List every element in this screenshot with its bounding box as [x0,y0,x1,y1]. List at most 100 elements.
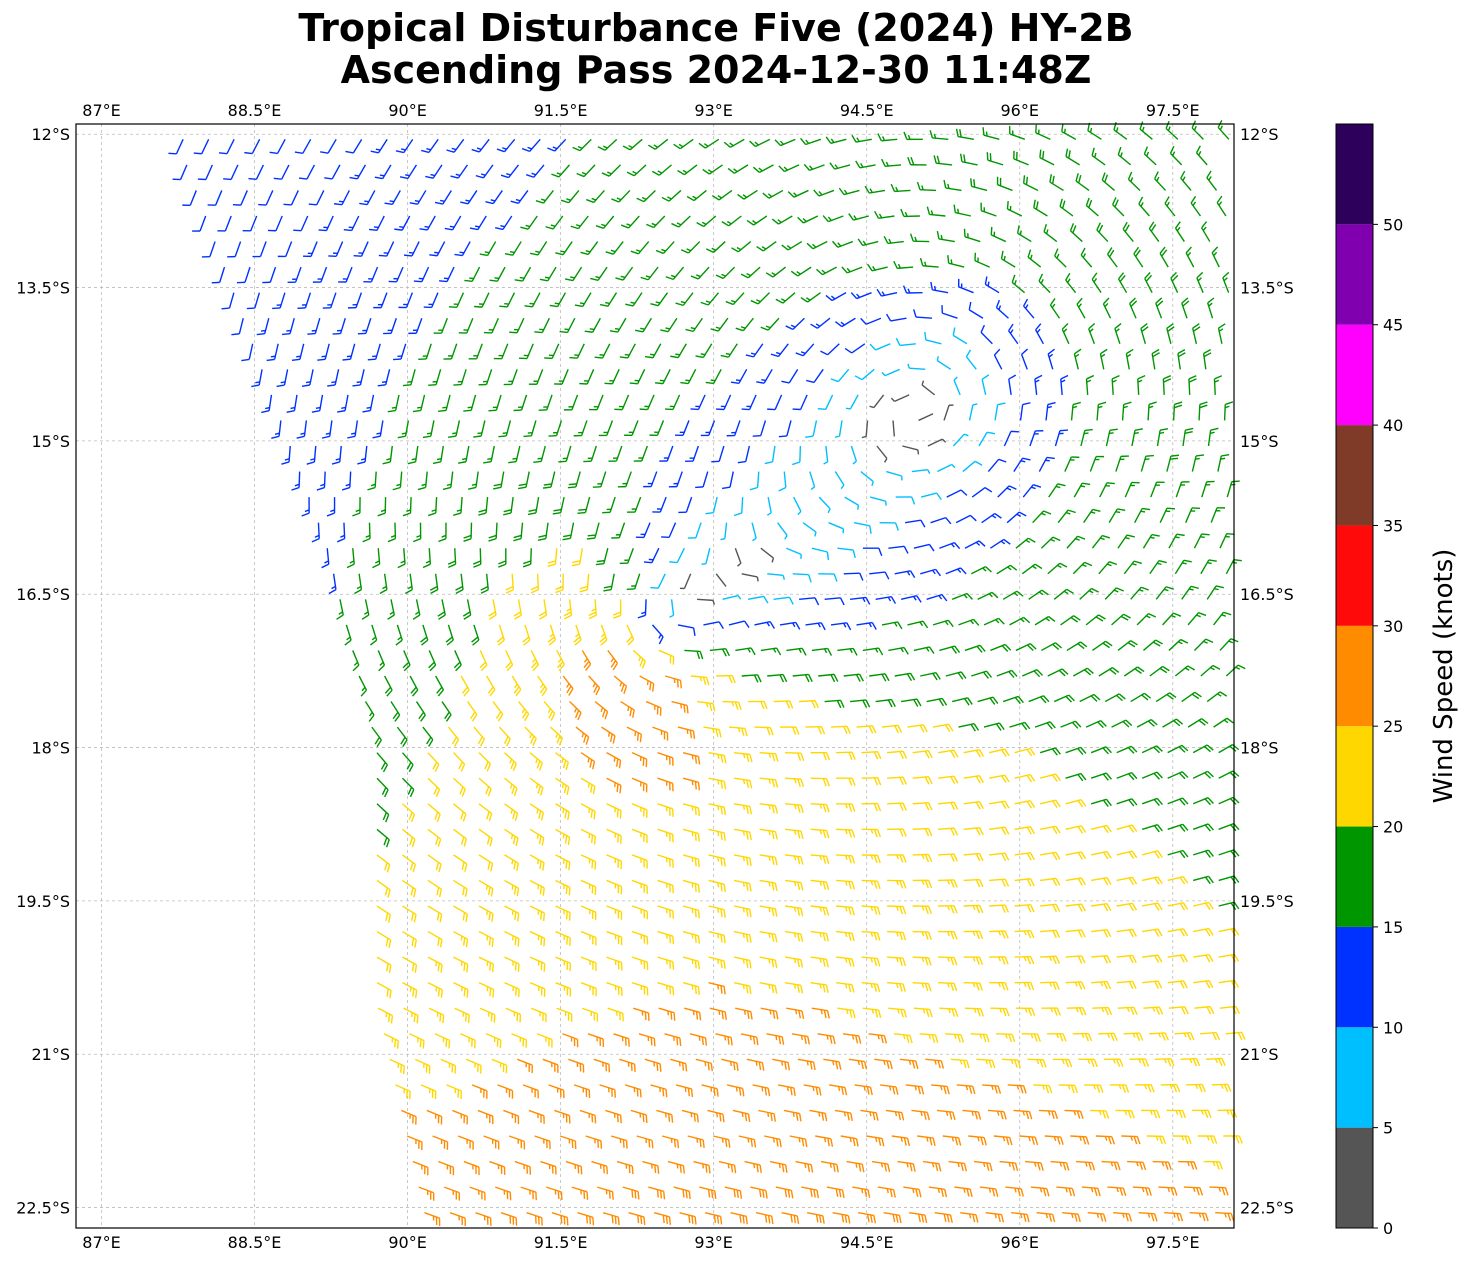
wind-barb [945,567,967,575]
wind-barb [529,879,545,896]
wind-barb [682,905,700,919]
wind-barb [1104,693,1126,703]
wind-barb [262,266,277,284]
wind-barb [1167,902,1189,911]
wind-barb [631,879,648,894]
wind-barb [956,1084,976,1095]
wind-barb [862,547,883,556]
wind-barb [1019,1135,1039,1146]
wind-barb [917,1135,936,1146]
wind-barb [443,1186,461,1201]
wind-barb [648,1186,666,1200]
wind-barb [709,1007,727,1021]
wind-barb [843,572,864,581]
wind-barb [1047,1033,1067,1042]
wind-barb [602,1211,620,1226]
wind-barb [766,1033,785,1045]
wind-barb [705,241,726,254]
wind-barb [610,1135,628,1149]
wind-barb [579,1109,597,1124]
wind-barb [1002,695,1024,705]
wind-barb [1064,1109,1084,1119]
wind-barb [562,522,575,541]
wind-barb [432,445,444,465]
wind-barb [1061,323,1070,345]
wind-barb [654,369,671,385]
wind-barb [1167,928,1189,937]
wind-barb [767,573,786,580]
wind-barb [1040,851,1061,861]
wind-barb [1040,929,1061,939]
wind-barb [791,1033,810,1045]
gridlines [76,124,1234,1228]
wind-barb [565,1160,583,1175]
wind-barb [650,573,666,589]
wind-barb [1061,123,1077,140]
wind-barb [990,1007,1010,1017]
wind-barb [881,158,902,167]
wind-barb [1076,1160,1096,1171]
wind-barb [841,266,863,274]
wind-barb [1192,323,1201,344]
wind-barb [558,445,572,463]
wind-barb [1189,1211,1209,1222]
lat-tick-label-left: 12°S [31,125,70,144]
wind-barb [327,369,340,387]
wind-barb [728,620,750,629]
wind-barb [580,241,599,256]
wind-barb [298,164,316,180]
wind-barb [1159,507,1176,523]
wind-barb [879,521,899,531]
wind-barb [337,394,349,413]
wind-barb [1065,825,1087,834]
wind-barb [1111,719,1133,728]
wind-barb [1048,483,1066,498]
wind-barb [844,343,866,354]
wind-barb [1104,587,1124,600]
wind-barb [1127,171,1141,191]
wind-barb [349,164,367,180]
wind-barb [919,1033,939,1043]
wind-barb [540,1160,557,1175]
wind-barb [1192,849,1214,858]
wind-barb [682,930,700,944]
wind-barb [811,1007,830,1019]
wind-barb [583,445,597,463]
lat-tick-label-left: 18°S [31,739,70,758]
wind-barb [1116,876,1138,886]
wind-barb [466,701,478,722]
wind-barb [785,317,805,330]
wind-barb [983,722,1005,731]
wind-barb [631,777,648,793]
wind-barb [577,1211,595,1226]
wind-barb [453,803,467,822]
wind-barb [396,726,408,748]
wind-barb [854,1084,873,1096]
wind-barb [500,164,520,179]
wind-barb [792,573,812,583]
wind-barb [801,1186,820,1199]
wind-barb [402,879,417,898]
colorbar-tick-label: 0 [1383,1219,1393,1238]
wind-barb [518,471,530,490]
wind-barb [571,1186,589,1200]
wind-barb [573,624,582,646]
wind-barb [353,241,369,257]
wind-barb [611,189,631,203]
colorbar-tick-label: 10 [1383,1018,1403,1037]
wind-barb [556,1007,573,1022]
wind-barb [680,241,701,254]
lon-tick-label-bottom: 96°E [1001,1233,1039,1252]
wind-barb [281,445,291,465]
wind-barb [938,956,958,966]
wind-barb [690,675,710,686]
wind-barb [764,1135,782,1148]
lat-tick-label-left: 13.5°S [16,279,70,298]
wind-barb [989,878,1010,887]
wind-barb [1222,271,1230,293]
wind-barb [1187,718,1209,728]
wind-barb [529,930,546,947]
wind-barb [1193,533,1210,549]
wind-barb [723,138,745,148]
wind-barb [454,241,471,257]
